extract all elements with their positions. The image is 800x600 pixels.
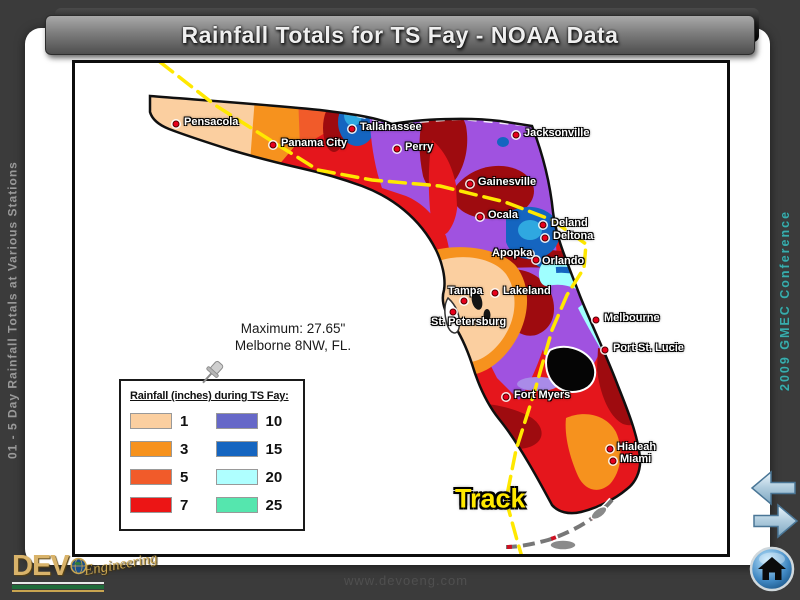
legend-value: 7 xyxy=(180,496,189,514)
pushpin-icon xyxy=(202,360,224,384)
legend-value: 25 xyxy=(265,496,283,514)
forward-arrow-button[interactable] xyxy=(753,503,799,539)
legend-swatch xyxy=(215,469,258,485)
legend-swatch xyxy=(130,441,172,457)
page-title: Rainfall Totals for TS Fay - NOAA Data xyxy=(181,21,619,48)
legend-item: 7 xyxy=(130,493,210,517)
legend-value: 20 xyxy=(265,468,283,486)
forward-arrow-icon xyxy=(753,503,799,539)
legend-swatch xyxy=(130,413,172,429)
legend-value: 3 xyxy=(180,440,189,458)
logo-script-text: Engineering xyxy=(82,549,159,579)
legend-item: 5 xyxy=(130,465,210,489)
legend-item: 25 xyxy=(215,493,296,517)
globe-icon xyxy=(70,557,87,575)
legend-value: 5 xyxy=(180,468,189,486)
maximum-line2: Melborne 8NW, FL. xyxy=(234,338,352,353)
legend-value: 15 xyxy=(265,440,283,458)
legend-item: 15 xyxy=(215,437,296,461)
legend-item: 10 xyxy=(215,409,296,433)
legend-grid: 1 3 5 7 10 15 20 25 xyxy=(130,409,295,517)
legend-swatch xyxy=(215,413,258,429)
maximum-annotation: Maximum: 27.65" Melborne 8NW, FL. xyxy=(203,320,383,354)
legend-item: 1 xyxy=(130,409,210,433)
legend-item: 3 xyxy=(130,437,210,461)
legend-item: 20 xyxy=(215,465,296,489)
track-label: Track xyxy=(455,483,526,514)
legend-swatch xyxy=(130,469,172,485)
home-button[interactable] xyxy=(748,544,796,594)
home-icon xyxy=(758,557,786,580)
legend-swatch xyxy=(130,497,172,513)
florida-outline xyxy=(148,94,642,515)
left-sidebar-label: 01 - 5 Day Rainfall Totals at Various St… xyxy=(5,161,20,459)
right-sidebar-label: 2009 GMEC Conference xyxy=(778,209,792,391)
rainfall-legend: Rainfall (inches) during TS Fay: 1 3 5 7 10 1… xyxy=(119,379,305,531)
legend-title: Rainfall (inches) during TS Fay: xyxy=(130,390,289,402)
storm-track-line xyxy=(158,63,588,554)
back-arrow-icon xyxy=(750,470,796,506)
legend-value: 1 xyxy=(180,412,189,430)
florida-keys xyxy=(505,497,615,551)
title-bar: Rainfall Totals for TS Fay - NOAA Data xyxy=(45,15,755,55)
back-arrow-button[interactable] xyxy=(750,470,796,506)
website-url: www.devoeng.com xyxy=(344,573,469,588)
legend-value: 10 xyxy=(265,412,283,430)
legend-swatch xyxy=(215,441,258,457)
logo-brand-text: DEV xyxy=(12,549,70,582)
devo-logo: DEV Engineering xyxy=(12,549,162,592)
logo-stripes xyxy=(12,582,104,592)
legend-swatch xyxy=(215,497,258,513)
maximum-line1: Maximum: 27.65" xyxy=(240,321,346,336)
lake-okeechobee xyxy=(545,345,597,393)
